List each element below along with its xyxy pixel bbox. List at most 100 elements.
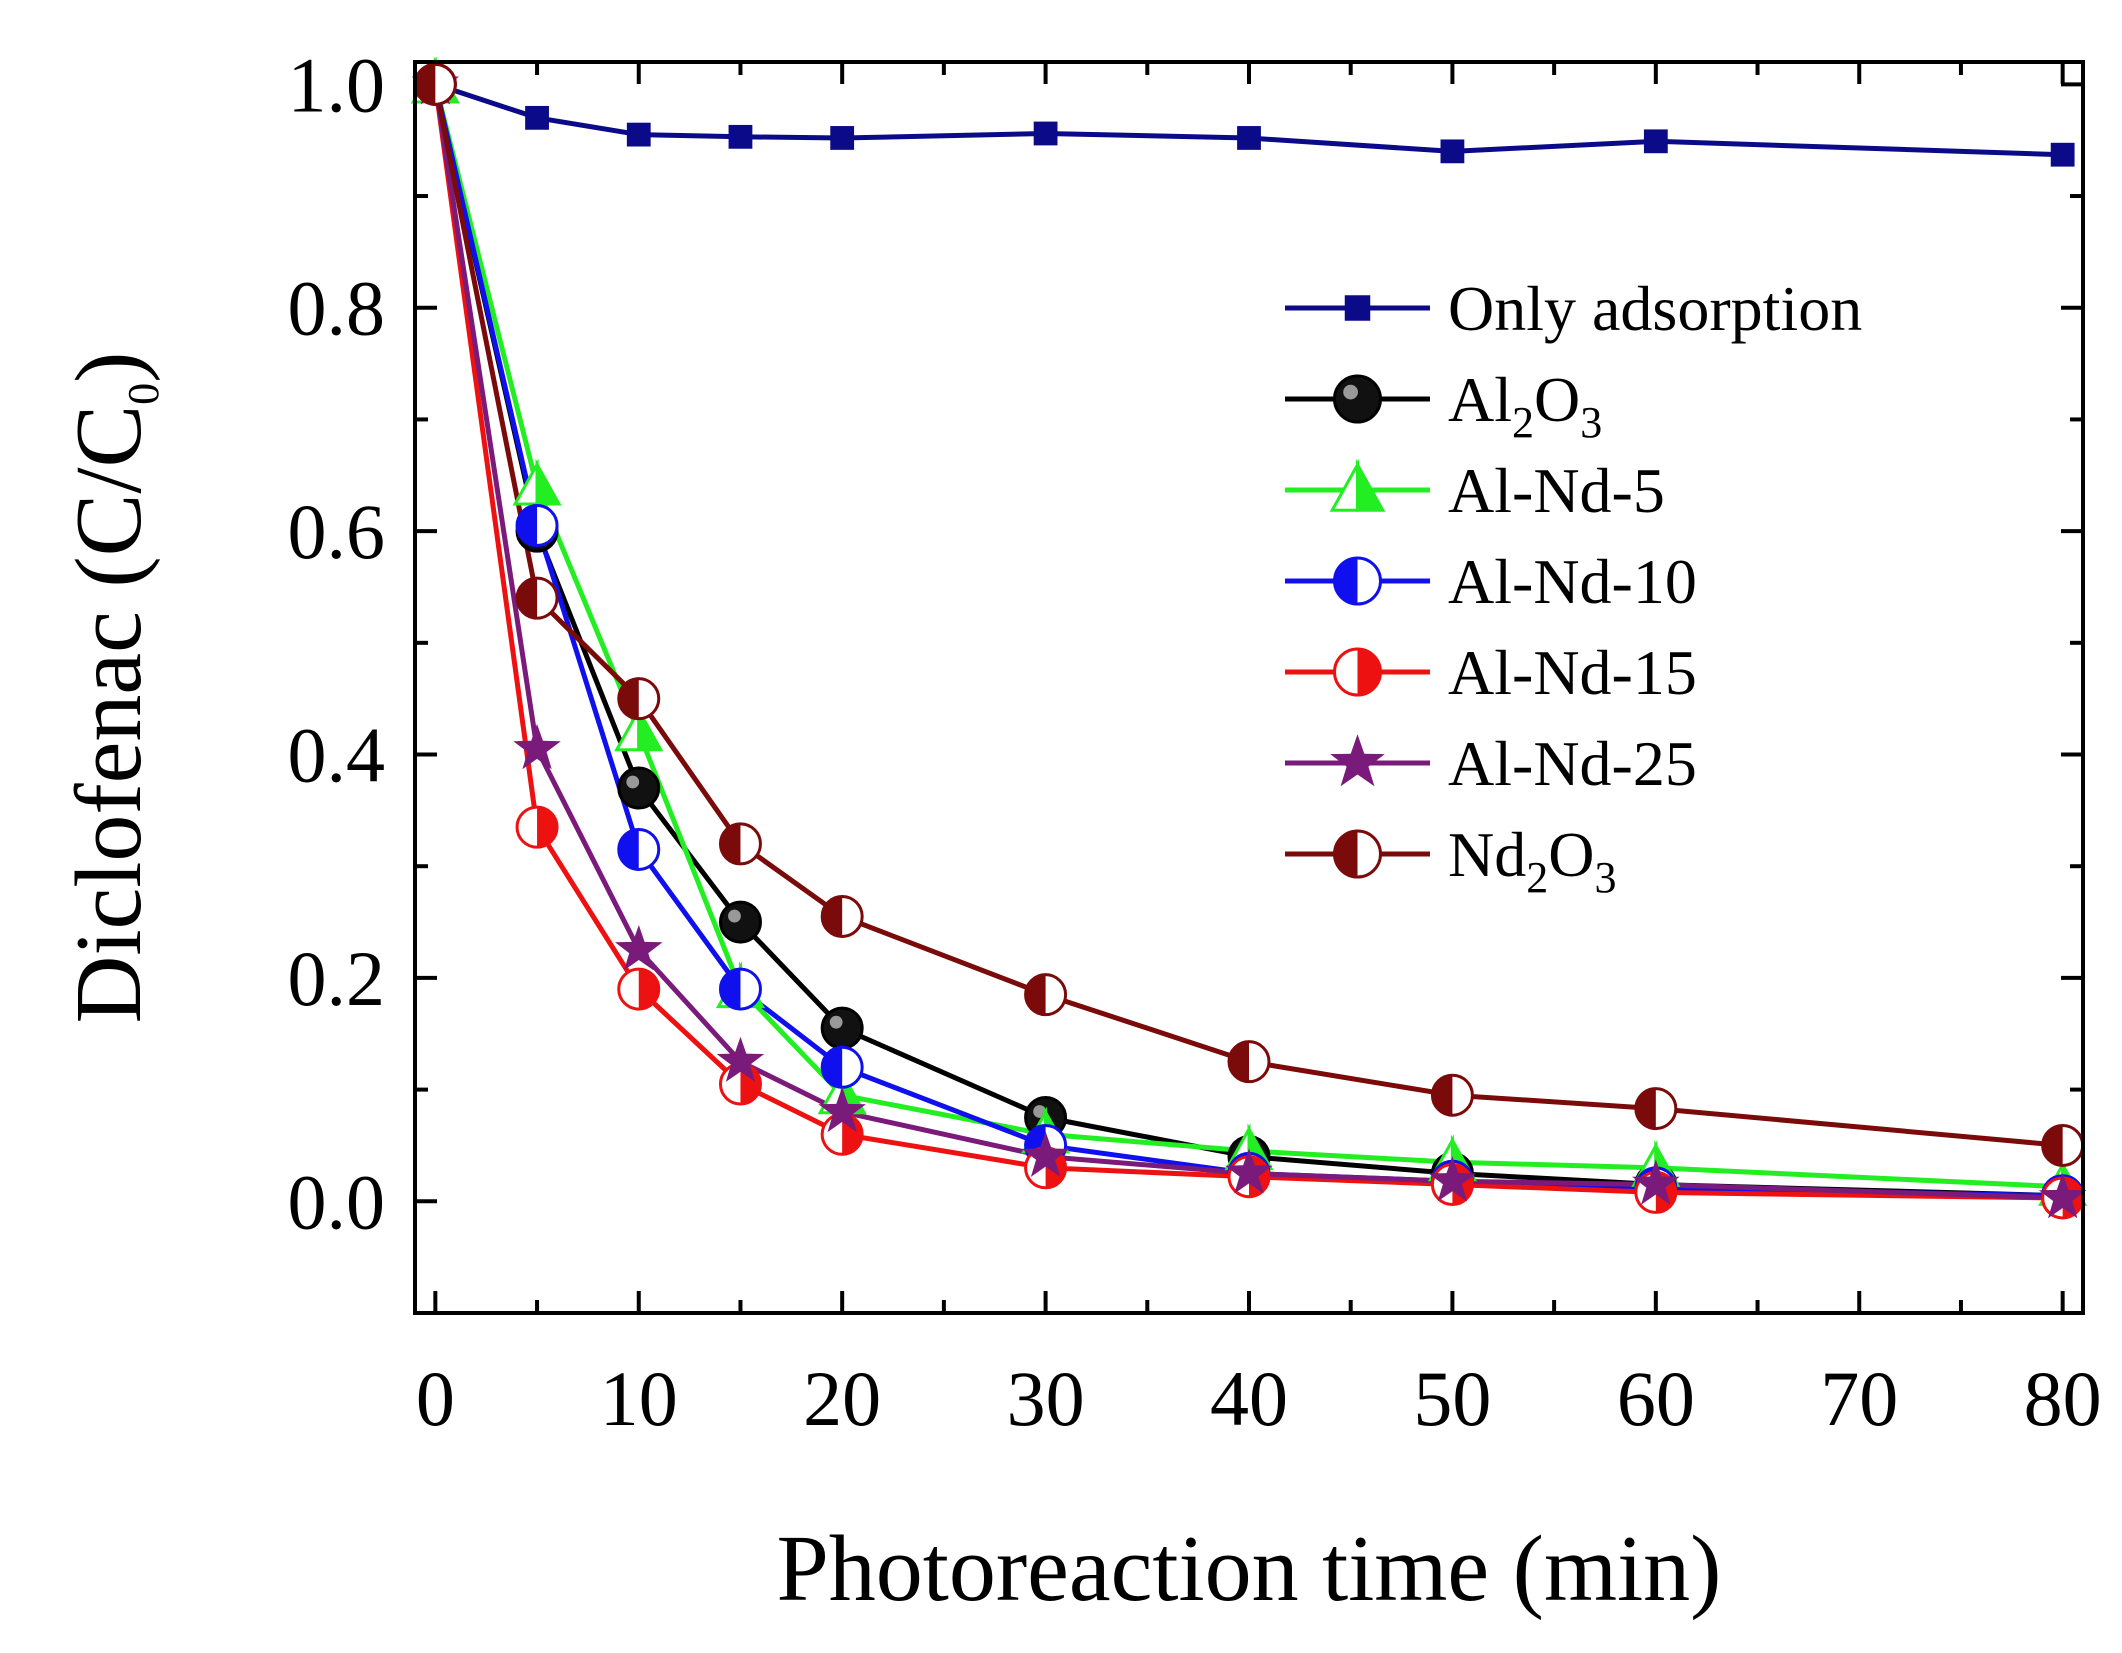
circle-marker-fill	[1025, 974, 1046, 1015]
data-point	[820, 1006, 864, 1050]
triangle-marker-right	[1356, 458, 1386, 512]
circle-marker-fill	[1635, 1088, 1656, 1129]
data-point	[614, 704, 664, 752]
data-point	[617, 677, 661, 721]
data-point	[1430, 1073, 1474, 1117]
data-point	[1428, 1156, 1477, 1202]
star-marker	[716, 1036, 765, 1082]
star-marker	[818, 1086, 866, 1133]
series-Al-Nd-15	[432, 83, 2063, 1201]
data-point	[615, 925, 663, 971]
data-point	[1227, 1040, 1271, 1084]
data-point	[1643, 129, 1668, 154]
data-point	[2050, 142, 2075, 167]
data-point	[1440, 139, 1465, 164]
star-marker	[1428, 1156, 1477, 1202]
x-tick-label: 60	[1617, 1355, 1695, 1442]
ball-highlight	[728, 909, 741, 923]
x-axis-label: Photoreaction time (min)	[776, 1517, 1721, 1621]
series-layer	[410, 56, 2088, 1220]
circle-marker-fill	[517, 505, 538, 546]
y-tick-label: 0.0	[288, 1158, 386, 1245]
data-point	[1333, 374, 1382, 424]
y-tick-labels: 0.0 0.2 0.4 0.6 0.8 1.0	[288, 41, 386, 1245]
square-marker	[1344, 295, 1371, 321]
square-marker	[1440, 139, 1465, 164]
data-point	[1330, 734, 1385, 787]
legend-item: Al-Nd-10	[1285, 546, 1697, 617]
ball-marker	[1333, 374, 1382, 424]
y-axis-label-sub: 0	[119, 383, 168, 405]
star-marker	[513, 723, 561, 770]
square-marker	[830, 126, 855, 150]
circle-marker-outline	[1333, 556, 1382, 606]
data-point	[718, 967, 762, 1011]
circle-marker-outline	[1333, 647, 1382, 697]
square-marker	[1033, 121, 1058, 146]
legend-label: Al-Nd-25	[1448, 728, 1697, 799]
data-point	[617, 967, 661, 1011]
series-markers-Nd2O3	[413, 62, 2085, 1167]
circle-marker-fill	[618, 678, 639, 719]
series-line	[432, 83, 2063, 1190]
series-Al2O3	[432, 83, 2063, 1199]
data-point	[728, 124, 753, 149]
series-line	[432, 83, 2063, 1199]
data-point	[617, 766, 661, 810]
y-tick-label: 0.6	[288, 488, 386, 575]
ball-highlight	[1343, 384, 1358, 400]
y-axis-label-main: Diclofenac (C/C	[57, 405, 161, 1024]
y-axis-label-end: )	[57, 352, 161, 383]
circle-marker-fill	[638, 969, 659, 1010]
data-point	[513, 723, 561, 770]
circle-marker-fill	[822, 896, 843, 937]
legend-label: Only adsorption	[1448, 273, 1862, 344]
data-point	[617, 827, 661, 871]
y-tick-label: 1.0	[288, 41, 386, 128]
data-point	[818, 1086, 866, 1133]
circle-marker-fill	[1432, 1075, 1453, 1116]
x-tick-label: 0	[416, 1355, 455, 1442]
ball-marker	[820, 1006, 864, 1050]
square-marker	[1237, 126, 1261, 150]
data-point	[718, 822, 762, 866]
circle-marker-outline	[1024, 973, 1068, 1017]
tick-layer	[415, 62, 2083, 1313]
circle-marker-fill	[537, 807, 558, 848]
circle-marker-fill	[517, 578, 538, 619]
data-point	[1634, 1087, 1678, 1131]
data-point	[1333, 647, 1382, 697]
series-Al-Nd-5	[432, 83, 2063, 1190]
legend-item: Only adsorption	[1285, 273, 1862, 344]
series-line	[432, 83, 2063, 1148]
circle-marker-fill	[1334, 831, 1358, 877]
star-marker	[1632, 1159, 1680, 1205]
x-tick-label: 10	[600, 1355, 678, 1442]
data-point	[512, 458, 562, 506]
x-tick-label: 20	[803, 1355, 881, 1442]
circle-marker-outline	[515, 805, 559, 849]
circle-marker-fill	[720, 823, 741, 864]
data-point	[830, 126, 855, 150]
data-point	[413, 62, 457, 106]
legend-item: Al-Nd-5	[1285, 455, 1665, 526]
circle-marker-fill	[2042, 1125, 2063, 1166]
data-point	[1033, 121, 1058, 146]
legend: Only adsorption Al2O3 Al-Nd-5 Al-Nd-10 Al-Nd…	[1285, 273, 1862, 902]
plot-frame	[413, 60, 2085, 1315]
square-marker	[2050, 142, 2075, 167]
series-Only adsorption	[434, 81, 2063, 158]
data-point	[820, 1045, 864, 1089]
legend-label: Nd2O3	[1448, 819, 1616, 902]
legend-label: Al-Nd-10	[1448, 546, 1697, 617]
data-point	[2038, 1173, 2087, 1219]
x-tick-label: 40	[1210, 1355, 1288, 1442]
series-line	[432, 83, 2063, 1201]
y-tick-label: 0.2	[288, 935, 386, 1022]
circle-marker-outline	[1430, 1073, 1474, 1117]
y-tick-label: 0.8	[288, 265, 386, 352]
triangle-marker-right	[637, 704, 664, 752]
square-marker	[525, 105, 549, 130]
data-point	[515, 805, 559, 849]
